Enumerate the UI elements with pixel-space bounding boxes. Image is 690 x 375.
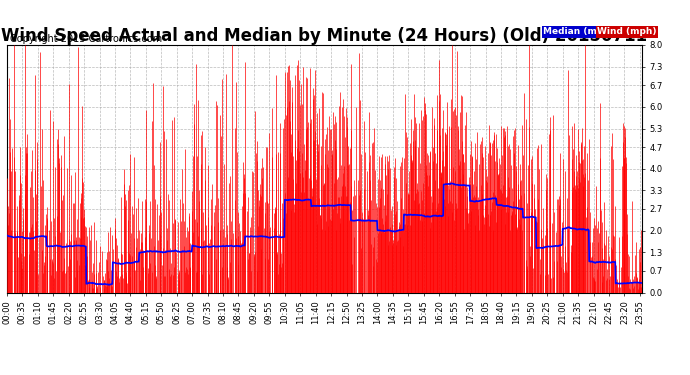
Text: Median (mph): Median (mph) (543, 27, 614, 36)
Text: Copyright 2015 Cartronics.com: Copyright 2015 Cartronics.com (10, 34, 162, 44)
Title: Wind Speed Actual and Median by Minute (24 Hours) (Old) 20150711: Wind Speed Actual and Median by Minute (… (1, 27, 647, 45)
Text: Wind (mph): Wind (mph) (598, 27, 657, 36)
